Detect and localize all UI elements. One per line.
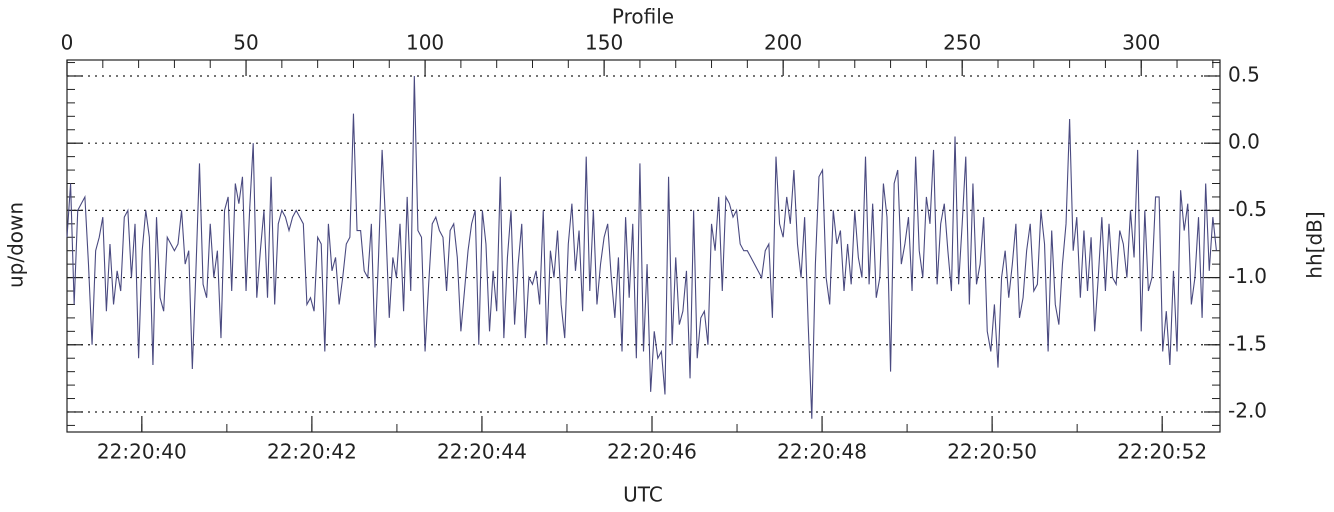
x2-axis-title: UTC — [623, 483, 663, 507]
x2-tick-label: 22:20:50 — [947, 440, 1037, 464]
x-tick-label: 250 — [943, 31, 981, 55]
x2-tick-label: 22:20:42 — [267, 440, 357, 464]
y2-tick-label: 0.5 — [1228, 62, 1260, 86]
y2-tick-label: -2.0 — [1228, 398, 1267, 422]
x-tick-label: 100 — [406, 31, 444, 55]
y2-axis-title: hh[dB] — [1303, 211, 1327, 278]
y2-tick-label: 0.0 — [1228, 130, 1260, 154]
x2-tick-label: 22:20:40 — [97, 440, 187, 464]
x2-tick-label: 22:20:48 — [777, 440, 867, 464]
y2-tick-label: -1.5 — [1228, 331, 1267, 355]
x-tick-label: 0 — [61, 31, 74, 55]
x-tick-label: 150 — [585, 31, 623, 55]
y-axis-title: up/down — [4, 202, 28, 288]
x-tick-label: 200 — [764, 31, 802, 55]
y2-tick-label: -0.5 — [1228, 197, 1267, 221]
x2-tick-label: 22:20:52 — [1117, 440, 1207, 464]
x-tick-label: 50 — [233, 31, 258, 55]
x2-tick-label: 22:20:44 — [437, 440, 527, 464]
x-tick-label: 300 — [1122, 31, 1160, 55]
x2-tick-label: 22:20:46 — [607, 440, 697, 464]
x-axis-title: Profile — [612, 5, 674, 29]
plot-frame — [66, 59, 1221, 433]
data-line — [66, 75, 1217, 419]
y2-tick-label: -1.0 — [1228, 264, 1267, 288]
